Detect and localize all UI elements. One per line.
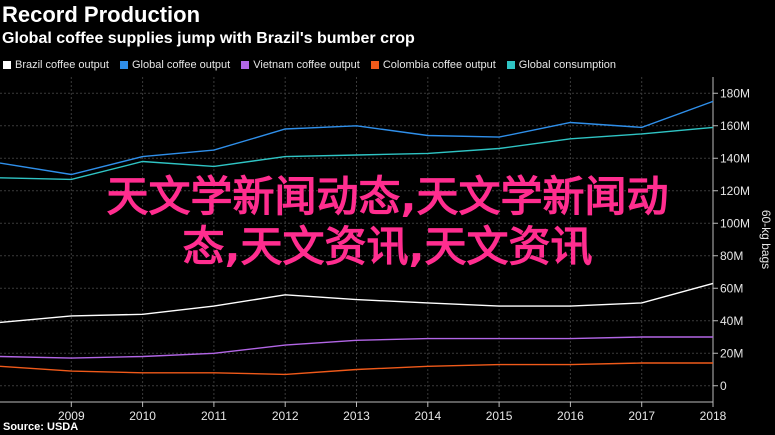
legend-label: Vietnam coffee output [253,59,360,71]
overlay-text-line-1: 天文学新闻动态,天文学新闻动 [106,172,669,221]
y-tick-label: 100M [720,216,750,230]
series-line-global-consumption [0,126,714,181]
y-tick-label: 40M [720,314,743,328]
overlay-text-line-2: 态,天文资讯,天文资讯 [182,222,593,271]
y-axis-label: 60-kg bags [759,210,773,269]
x-tick-label: 2017 [628,409,655,423]
legend-swatch [370,61,379,69]
legend-item-colombia-coffee-output: Colombia coffee output [370,59,496,71]
x-tick-label: 2013 [343,409,370,423]
legend-swatch [241,61,250,69]
series-line-brazil-coffee-output [0,282,714,324]
chart-legend: Brazil coffee output Global coffee output… [3,57,627,73]
series-line-global-coffee-output [0,100,714,176]
legend-item-global-consumption: Global consumption [506,59,617,71]
chart-headline: Global coffee supplies jump with Brazil'… [2,30,415,47]
y-tick-label: 120M [720,184,750,198]
legend-item-global-coffee-output: Global coffee output [119,59,231,71]
x-tick-label: 2009 [58,409,85,423]
line-chart: 0 20M 40M 60M 80M 100M 120M 140M 160M 180M 2009 201… [0,77,773,423]
y-tick-label: 180M [720,86,750,100]
chart-source: Source: USDA [3,421,79,433]
legend-swatch [3,61,11,69]
x-tick-label: 2018 [700,409,727,423]
legend-label: Global consumption [518,59,617,71]
legend-item-brazil-coffee-output: Brazil coffee output [3,59,109,71]
legend-item-vietnam-coffee-output: Vietnam coffee output [241,59,360,71]
x-tick-label: 2016 [557,409,584,423]
y-tick-label: 140M [720,151,750,165]
legend-swatch [119,61,128,69]
y-tick-label: 80M [720,249,743,263]
legend-label: Brazil coffee output [15,59,109,71]
y-tick-label: 60M [720,281,743,295]
series-line-vietnam-coffee-output [0,336,713,359]
legend-swatch [506,61,515,69]
x-tick-label: 2015 [486,409,513,423]
y-tick-label: 160M [720,119,750,133]
legend-label: Global coffee output [131,59,231,71]
chart-brand-title: Record Production [2,2,201,27]
legend-label: Colombia coffee output [382,59,496,71]
x-tick-label: 2014 [414,409,441,423]
series-line-colombia-coffee-output [0,362,713,376]
x-tick-label: 2010 [129,409,156,423]
x-tick-label: 2011 [201,409,227,423]
y-tick-label: 0 [720,379,727,393]
y-tick-label: 20M [720,346,743,360]
x-tick-label: 2012 [272,409,299,423]
